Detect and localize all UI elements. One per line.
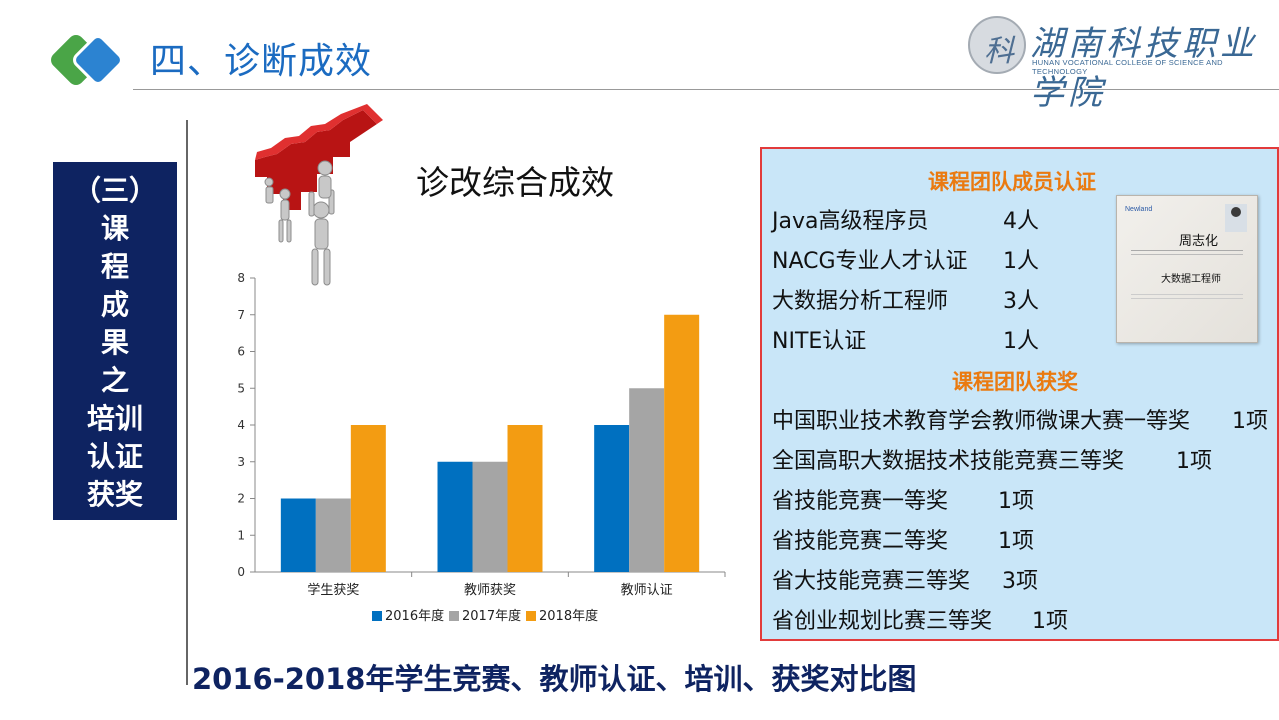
row-label: 省技能竞赛一等奖 (772, 489, 949, 514)
achievement-panel: 课程团队成员认证 Java高级程序员 4人 NACG专业人才认证 1人 大数据分析工程师… (760, 147, 1279, 641)
y-tick-label: 2 (237, 492, 245, 506)
legend-swatch (526, 611, 536, 621)
cert-row: NACG专业人才认证 1人 (772, 243, 1039, 275)
row-count: 1项 (1232, 409, 1268, 434)
row-count: 1人 (1003, 249, 1039, 274)
y-tick-label: 5 (237, 381, 245, 395)
legend-label: 2016年度 (385, 608, 444, 624)
cert-row: Java高级程序员 4人 (772, 203, 1039, 235)
row-label: NACG专业人才认证 (772, 249, 968, 274)
y-tick-label: 6 (237, 345, 245, 359)
row-count: 1项 (998, 529, 1034, 554)
row-label: 全国高职大数据技术技能竞赛三等奖 (772, 449, 1125, 474)
row-count: 1项 (998, 489, 1034, 514)
college-logo: 科 湖南科技职业学院 HUNAN VOCATIONAL COLLEGE OF S… (968, 14, 1258, 113)
row-label: NITE认证 (772, 329, 867, 354)
row-count: 4人 (1003, 209, 1039, 234)
x-tick-label: 教师获奖 (464, 582, 516, 598)
legend-label: 2018年度 (539, 608, 598, 624)
award-heading: 课程团队获奖 (952, 370, 1078, 394)
chart-heading: 诊改综合成效 (416, 163, 614, 202)
award-row: 省技能竞赛二等奖 1项 (772, 523, 1034, 555)
row-count: 1项 (1176, 449, 1212, 474)
cert-row: 大数据分析工程师 3人 (772, 283, 1039, 315)
y-tick-label: 1 (237, 528, 245, 542)
x-tick-label: 教师认证 (621, 582, 673, 598)
vertical-divider (186, 120, 188, 685)
legend-label: 2017年度 (462, 608, 521, 624)
row-count: 3项 (1002, 569, 1038, 594)
award-row: 省创业规划比赛三等奖 1项 (772, 603, 1068, 635)
header-divider (133, 89, 1279, 90)
row-count: 3人 (1003, 289, 1039, 314)
certificate-role: 大数据工程师 (1161, 274, 1221, 285)
row-count: 1人 (1003, 329, 1039, 354)
row-count: 1项 (1032, 609, 1068, 634)
bar (437, 461, 473, 572)
row-label: 省大技能竞赛三等奖 (772, 569, 971, 594)
row-label: 中国职业技术教育学会教师微课大赛一等奖 (772, 409, 1191, 434)
bar (472, 461, 508, 572)
row-label: 省创业规划比赛三等奖 (772, 609, 993, 634)
certificate-brand: Newland (1125, 206, 1153, 213)
bar (350, 425, 386, 572)
bar (594, 425, 630, 572)
footer-caption: 2016-2018年学生竞赛、教师认证、培训、获奖对比图 (192, 662, 917, 696)
cert-row: NITE认证 1人 (772, 323, 1039, 355)
row-label: Java高级程序员 (772, 209, 929, 234)
teamwork-arrow-illustration (225, 102, 407, 292)
certificate-image: Newland 周志化 大数据工程师 (1116, 195, 1258, 343)
y-tick-label: 7 (237, 308, 245, 322)
legend-swatch (449, 611, 459, 621)
x-tick-label: 学生获奖 (307, 582, 359, 598)
row-label: 大数据分析工程师 (772, 289, 949, 314)
college-name-en: HUNAN VOCATIONAL COLLEGE OF SCIENCE AND … (1032, 58, 1223, 76)
header-diamond-icon (47, 30, 128, 90)
bar (315, 498, 351, 572)
y-tick-label: 3 (237, 455, 245, 469)
section-label: （三） 课 程 成 果 之 培训 认证 获奖 (72, 174, 157, 511)
y-tick-label: 4 (237, 418, 245, 432)
certificate-photo (1225, 204, 1247, 232)
award-row: 省技能竞赛一等奖 1项 (772, 483, 1034, 515)
bar (280, 498, 316, 572)
certificate-name: 周志化 (1179, 234, 1219, 249)
bar (629, 388, 665, 572)
y-tick-label: 8 (237, 271, 245, 285)
award-row: 全国高职大数据技术技能竞赛三等奖 1项 (772, 443, 1212, 475)
y-tick-label: 0 (237, 565, 245, 579)
bar (664, 314, 700, 572)
award-row: 中国职业技术教育学会教师微课大赛一等奖 1项 (772, 403, 1268, 435)
page-title: 四、诊断成效 (150, 41, 373, 82)
legend-swatch (372, 611, 382, 621)
college-name-cn: 湖南科技职业学院 (1030, 24, 1258, 113)
cert-heading: 课程团队成员认证 (928, 170, 1096, 194)
award-row: 省大技能竞赛三等奖 3项 (772, 563, 1038, 595)
college-emblem-icon: 科 (968, 16, 1026, 74)
comparison-bar-chart: 0 1 2 3 4 5 6 7 8 学生获奖 教师获奖 教师认证 2016年度 2017年度 2018年度 (237, 271, 726, 624)
bar (507, 425, 543, 572)
row-label: 省技能竞赛二等奖 (772, 529, 949, 554)
section-label-box: （三） 课 程 成 果 之 培训 认证 获奖 (53, 162, 177, 520)
